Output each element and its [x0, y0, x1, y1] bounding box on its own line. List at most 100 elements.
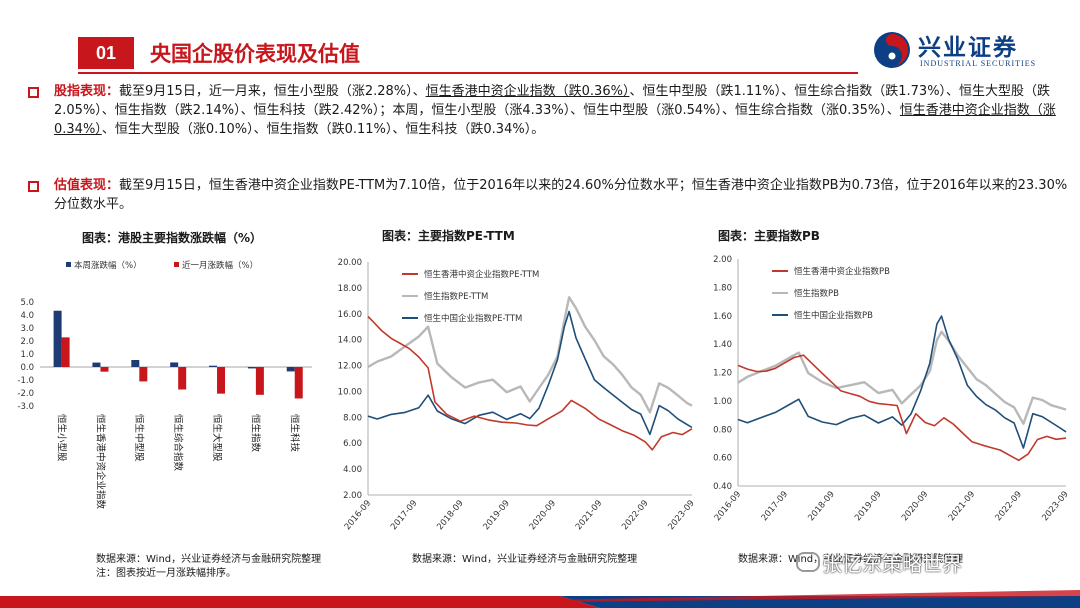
footer-band — [0, 590, 1080, 608]
legend-entry: 恒生中国企业指数PE-TTM — [424, 313, 522, 324]
category-label: 恒生小型股 — [55, 414, 67, 462]
bullet-lead: 股指表现： — [54, 84, 120, 99]
y-tick-label: 16.00 — [338, 310, 362, 320]
x-tick-label: 2016-09 — [343, 499, 373, 533]
x-tick-label: 2022-09 — [620, 499, 650, 533]
underlined-text: 恒生香港中资企业指数（跌0.36%） — [425, 84, 630, 99]
y-tick-label: 2.0 — [20, 337, 34, 347]
y-tick-label: 1.00 — [713, 397, 732, 407]
bar — [53, 310, 62, 367]
logo-text-en: INDUSTRIAL SECURITIES — [920, 59, 1037, 68]
x-tick-label: 2018-09 — [806, 490, 836, 524]
logo-emblem-icon — [874, 32, 910, 68]
y-tick-label: 1.40 — [713, 340, 732, 350]
body-text: 、恒生大型股（涨0.10%）、恒生指数（跌0.11%）、恒生科技（跌0.34%）… — [101, 122, 545, 137]
bar — [100, 367, 109, 372]
bar — [255, 367, 264, 395]
wechat-icon — [796, 552, 820, 572]
underlined-text: 恒生香港中资企业指数（涨0.34%） — [54, 103, 1056, 137]
y-tick-label: -2.0 — [17, 389, 34, 399]
bar — [247, 367, 256, 369]
bullet-body: 截至9月15日，恒生香港中资企业指数PE-TTM为7.10倍，位于2016年以来… — [54, 178, 1067, 212]
bar — [92, 362, 101, 367]
y-tick-label: 4.00 — [343, 465, 362, 475]
y-tick-label: -1.0 — [17, 376, 34, 386]
bar — [61, 337, 70, 367]
y-tick-label: 0.60 — [713, 454, 732, 464]
y-tick-label: 14.00 — [338, 336, 362, 346]
category-label: 恒生科技 — [289, 414, 301, 453]
legend-entry: 本周涨跌幅（%） — [74, 260, 142, 271]
y-tick-label: 1.0 — [20, 350, 34, 360]
y-tick-label: 1.80 — [713, 283, 732, 293]
y-tick-label: 18.00 — [338, 284, 362, 294]
x-tick-label: 2017-09 — [389, 499, 419, 533]
series-line — [737, 330, 1067, 425]
body-text: 截至9月15日，近一月来，恒生小型股（涨2.28%）、 — [119, 84, 426, 99]
bar — [178, 367, 187, 390]
legend-entry: 近一月涨跌幅（%） — [182, 260, 258, 271]
pb-line-chart: 2.00 1.80 1.60 1.40 1.20 1.00 0.80 0.60 0.402016… — [713, 255, 1071, 524]
bullet-square-icon — [28, 87, 39, 98]
logo-text-cn: 兴业证券 — [918, 35, 1018, 61]
bullet-body: 截至9月15日，近一月来，恒生小型股（涨2.28%）、恒生香港中资企业指数（跌0… — [54, 84, 1056, 137]
x-tick-label: 2018-09 — [435, 499, 465, 533]
y-tick-label: 1.60 — [713, 312, 732, 322]
x-tick-label: 2021-09 — [574, 499, 604, 533]
category-label: 恒生指数 — [250, 414, 262, 453]
legend-entry: 恒生指数PE-TTM — [424, 291, 488, 302]
body-text: 截至9月15日，恒生香港中资企业指数PE-TTM为7.10倍，位于2016年以来… — [54, 178, 1068, 212]
page-title: 央国企股价表现及估值 — [150, 42, 360, 66]
x-tick-label: 2020-09 — [528, 499, 558, 533]
x-tick-label: 2020-09 — [900, 490, 930, 524]
bar — [131, 359, 140, 367]
y-tick-label: 2.00 — [713, 255, 732, 265]
bar — [286, 367, 295, 372]
chart-title-pe: 图表：主要指数PE-TTM — [382, 229, 515, 243]
bar — [217, 367, 226, 394]
y-tick-label: 20.00 — [338, 258, 362, 268]
bullet-lead: 估值表现： — [54, 178, 120, 193]
legend-entry: 恒生香港中资企业指数PB — [794, 266, 890, 277]
y-tick-label: 10.00 — [338, 387, 362, 397]
series-line — [367, 315, 693, 451]
chart-title-bar: 图表：港股主要指数涨跌幅（%） — [82, 231, 263, 245]
category-label: 恒生中型股 — [133, 414, 145, 462]
y-tick-label: 3.0 — [20, 324, 34, 334]
bar — [139, 367, 148, 382]
legend-entry: 恒生指数PB — [794, 288, 839, 299]
title-divider — [78, 72, 858, 74]
note-text: 注：图表按近一月涨跌幅排序。 — [96, 568, 236, 579]
y-tick-label: 5.0 — [20, 298, 34, 308]
x-tick-label: 2019-09 — [853, 490, 883, 524]
series-line — [737, 354, 1067, 462]
bar — [294, 367, 303, 399]
y-tick-label: 1.20 — [713, 369, 732, 379]
y-tick-label: 8.00 — [343, 413, 362, 423]
y-tick-label: 6.00 — [343, 439, 362, 449]
x-tick-label: 2021-09 — [947, 490, 977, 524]
category-label: 恒生综合指数 — [172, 414, 184, 472]
category-label: 恒生香港中资企业指数 — [94, 414, 106, 510]
x-tick-label: 2023-09 — [666, 499, 696, 533]
chart-title-pb: 图表：主要指数PB — [718, 229, 820, 243]
watermark: 张忆东策略世界 — [822, 552, 962, 576]
legend-swatch — [174, 262, 179, 267]
x-tick-label: 2017-09 — [760, 490, 790, 524]
series-line — [737, 315, 1067, 449]
y-tick-label: 2.00 — [343, 491, 362, 501]
source-bar: 数据来源：Wind，兴业证券经济与金融研究院整理 注：图表按近一月涨跌幅排序。 — [96, 553, 321, 581]
source-text: 数据来源：Wind，兴业证券经济与金融研究院整理 — [96, 554, 322, 565]
bar-chart: 5.0 4.0 3.0 2.0 1.0 0.0 -1.0 -2.0 -3.0 本周涨跌幅（%） 近一… — [17, 260, 312, 510]
pe-line-chart: 20.00 18.00 16.00 14.00 12.00 10.00 8.00 6.00 4.… — [338, 258, 697, 533]
y-tick-label: 0.80 — [713, 425, 732, 435]
bar — [170, 362, 179, 367]
bullet-square-icon — [28, 181, 39, 192]
x-tick-label: 2023-09 — [1040, 490, 1070, 524]
company-logo: 兴业证券 INDUSTRIAL SECURITIES — [872, 26, 1062, 74]
category-label: 恒生大型股 — [211, 414, 223, 462]
x-tick-label: 2022-09 — [994, 490, 1024, 524]
legend-entry: 恒生中国企业指数PB — [794, 310, 873, 321]
legend-swatch — [66, 262, 71, 267]
bullet-index-performance: 股指表现：截至9月15日，近一月来，恒生小型股（涨2.28%）、恒生香港中资企业… — [28, 82, 1068, 139]
